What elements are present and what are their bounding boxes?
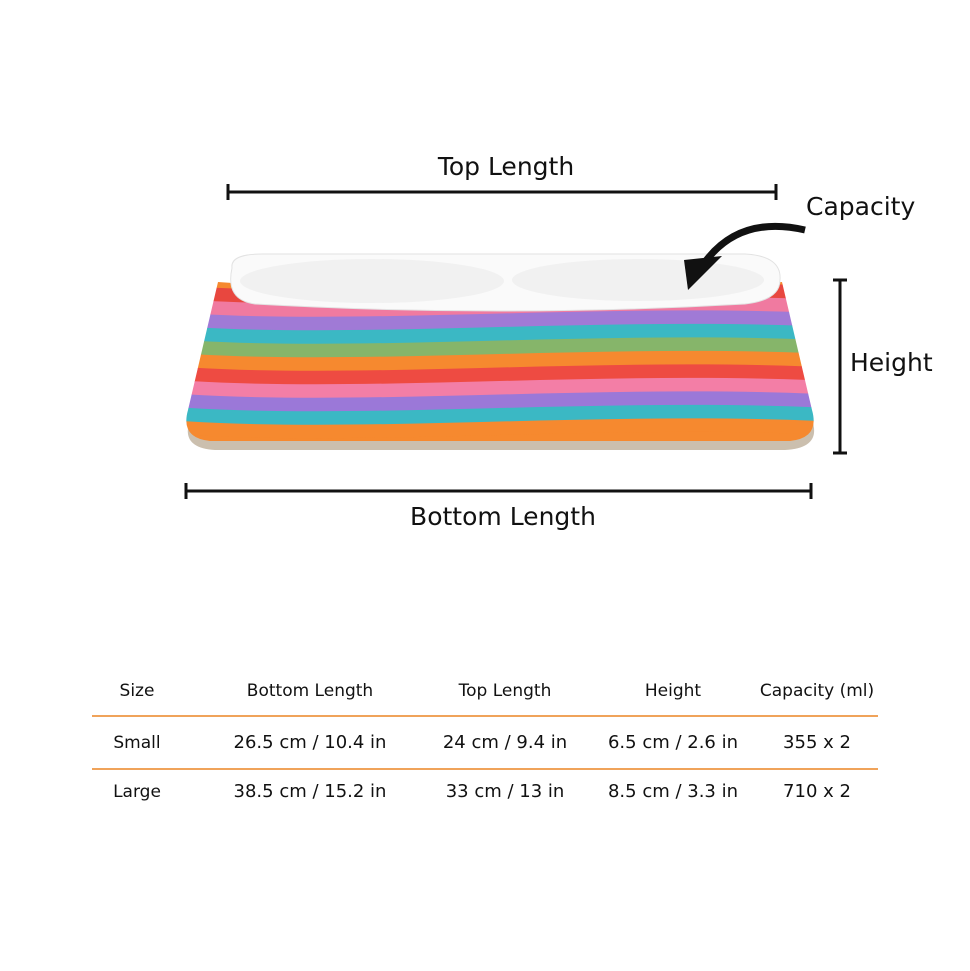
stripe [186,377,814,399]
table-header: Capacity (ml) [760,681,874,701]
table-header: Height [645,681,702,701]
bowl-opening [512,259,764,301]
stripe [186,350,814,372]
table-header: Size [120,681,155,701]
bottom-length-label: Bottom Length [410,502,596,531]
table-cell: Small [113,733,160,753]
capacity-label: Capacity [806,192,915,221]
table-cell: 38.5 cm / 15.2 in [234,781,387,802]
table-cell: 8.5 cm / 3.3 in [608,781,738,802]
table-header: Top Length [458,681,552,701]
dimension-lines [184,184,847,499]
stripe [186,418,814,439]
table-cell: Large [113,782,161,802]
table-cell: 710 x 2 [783,781,851,802]
stripe [186,310,814,331]
height-label: Height [850,348,933,377]
bowl-opening [240,259,504,303]
stripe [186,337,814,358]
table-cell: 24 cm / 9.4 in [443,732,567,753]
table-cell: 33 cm / 13 in [446,781,565,802]
capacity-arrowhead [684,256,722,290]
table-header: Bottom Length [247,681,373,701]
stripe [186,391,814,412]
stripe [186,431,814,441]
table-cell: 26.5 cm / 10.4 in [234,732,387,753]
stripe [186,404,814,426]
capacity-arrow [702,222,806,265]
table-cell: 355 x 2 [783,732,851,753]
table-cell: 6.5 cm / 2.6 in [608,732,738,753]
top-length-label: Top Length [437,152,574,181]
stripe [186,364,814,385]
stripe [186,323,814,345]
